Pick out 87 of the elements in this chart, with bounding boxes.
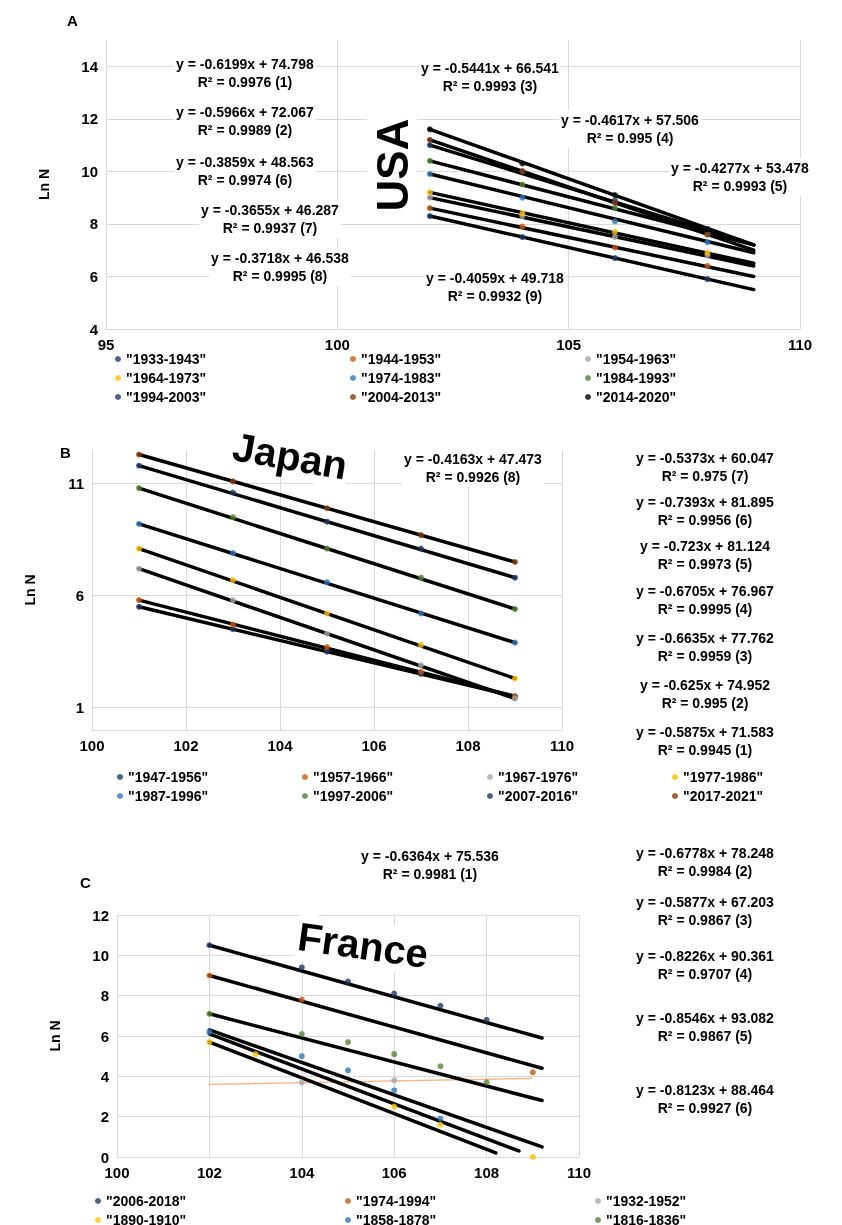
y-axis-title: Ln N <box>36 168 52 201</box>
text: y = -0.5373x + 60.047 R² = 0.975 (7) <box>636 450 775 484</box>
chart-title: C <box>80 874 91 891</box>
y-tick-label: 4 <box>89 320 99 338</box>
legend-label: "1947-1956" <box>128 769 209 785</box>
x-tick-label: 104 <box>267 737 294 754</box>
x-tick-label: 108 <box>474 1164 500 1181</box>
y-tick-label: 1 <box>75 699 84 717</box>
y-tick-label: 6 <box>89 267 98 285</box>
legend-label: "1984-1993" <box>596 370 677 386</box>
text: y = -0.6635x + 77.762 R² = 0.9959 (3) <box>636 630 775 664</box>
y-tick-label: 6 <box>75 587 84 605</box>
x-tick-label: 110 <box>787 336 813 353</box>
text: y = -0.7393x + 81.895 R² = 0.9956 (6) <box>636 494 775 528</box>
y-tick-label: 11 <box>68 475 84 493</box>
legend-label: "1932-1952" <box>606 1193 687 1209</box>
text: y = -0.6778x + 78.248 R² = 0.9984 (2) <box>636 845 775 879</box>
legend-label: "1933-1943" <box>126 351 207 367</box>
text: y = -0.8546x + 93.082 R² = 0.9867 (5) <box>636 1010 775 1044</box>
text: y = -0.8226x + 90.361 R² = 0.9707 (4) <box>636 948 775 982</box>
x-tick-label: 106 <box>381 1164 407 1181</box>
legend-label: "1944-1953" <box>361 351 442 367</box>
legend-label: "2004-2013" <box>361 389 442 405</box>
y-tick-label: 8 <box>89 215 98 233</box>
legend-label: "2014-2020" <box>596 389 677 405</box>
y-tick-label: 12 <box>92 906 109 924</box>
annotation: y = -0.3655x + 46.287 R² = 0.9937 (7) <box>201 202 340 236</box>
annotation: y = -0.4059x + 49.718 R² = 0.9932 (9) <box>426 270 565 304</box>
annotation: y = -0.5441x + 66.541 R² = 0.9993 (3) <box>421 60 560 94</box>
y-tick-label: 10 <box>81 162 98 180</box>
annotation: y = -0.4277x + 53.478 R² = 0.9993 (5) <box>671 160 810 194</box>
text: y = -0.6705x + 76.967 R² = 0.9995 (4) <box>636 583 775 617</box>
legend-label: "1994-2003" <box>126 389 207 405</box>
y-tick-label: 6 <box>100 1027 109 1045</box>
y-tick-label: 2 <box>100 1108 109 1126</box>
annotation: France <box>295 914 431 976</box>
annotation: USA <box>367 118 417 212</box>
text: y = -0.6364x + 75.536 R² = 0.9981 (1) <box>361 848 500 882</box>
x-tick-label: 102 <box>173 737 199 754</box>
x-tick-label: 102 <box>196 1164 222 1181</box>
annotation: y = -0.3718x + 46.538 R² = 0.9995 (8) <box>211 250 350 284</box>
legend-label: "1858-1878" <box>356 1212 437 1225</box>
x-tick-label: 95 <box>97 336 115 353</box>
legend-label: "1816-1836" <box>606 1212 687 1225</box>
y-axis-title: Ln N <box>22 574 38 606</box>
annotation: y = -0.6199x + 74.798 R² = 0.9976 (1) <box>176 56 315 90</box>
legend-label: "1974-1994" <box>356 1193 437 1209</box>
legend-label: "2006-2018" <box>106 1193 187 1209</box>
x-tick-label: 104 <box>289 1164 315 1181</box>
legend-label: "1967-1976" <box>498 769 579 785</box>
legend-label: "1997-2006" <box>313 788 394 804</box>
legend-label: "1954-1963" <box>596 351 677 367</box>
x-tick-label: 100 <box>104 1164 130 1181</box>
legend-label: "1977-1986" <box>683 769 764 785</box>
y-tick-label: 14 <box>81 57 99 75</box>
annotation: y = -0.4163x + 47.473 R² = 0.9926 (8) <box>404 451 543 485</box>
text: y = -0.5875x + 71.583 R² = 0.9945 (1) <box>636 724 775 758</box>
legend-label: "2017-2021" <box>683 788 764 804</box>
text: y = -0.723x + 81.124 R² = 0.9973 (5) <box>640 538 771 572</box>
x-tick-label: 105 <box>556 336 582 353</box>
text: y = -0.5877x + 67.203 R² = 0.9867 (3) <box>636 894 775 928</box>
x-tick-label: 100 <box>79 737 105 754</box>
y-tick-label: 0 <box>100 1148 109 1166</box>
legend-label: "1987-1996" <box>128 788 209 804</box>
y-tick-label: 12 <box>81 110 98 128</box>
x-tick-label: 100 <box>324 336 350 353</box>
y-axis-title: Ln N <box>47 1020 63 1052</box>
y-tick-label: 10 <box>92 946 109 964</box>
legend-label: "1957-1966" <box>313 769 394 785</box>
legend-label: "1890-1910" <box>106 1212 187 1225</box>
legend-label: "1964-1973" <box>126 370 207 386</box>
x-tick-label: 110 <box>549 737 575 754</box>
y-tick-label: 8 <box>100 987 109 1005</box>
chart-title: A <box>67 12 78 29</box>
legend-label: "1974-1983" <box>361 370 442 386</box>
annotation: y = -0.3859x + 48.563 R² = 0.9974 (6) <box>176 154 315 188</box>
annotation: y = -0.4617x + 57.506 R² = 0.995 (4) <box>561 112 700 146</box>
x-tick-label: 106 <box>361 737 387 754</box>
legend-label: "2007-2016" <box>498 788 579 804</box>
text: y = -0.625x + 74.952 R² = 0.995 (2) <box>640 677 771 711</box>
y-tick-label: 4 <box>100 1067 110 1085</box>
annotation: y = -0.5966x + 72.067 R² = 0.9989 (2) <box>176 104 315 138</box>
chart-title: B <box>60 444 71 461</box>
x-tick-label: 110 <box>566 1164 592 1181</box>
text: y = -0.8123x + 88.464 R² = 0.9927 (6) <box>636 1082 775 1116</box>
annotation: Japan <box>229 424 351 488</box>
x-tick-label: 108 <box>455 737 481 754</box>
